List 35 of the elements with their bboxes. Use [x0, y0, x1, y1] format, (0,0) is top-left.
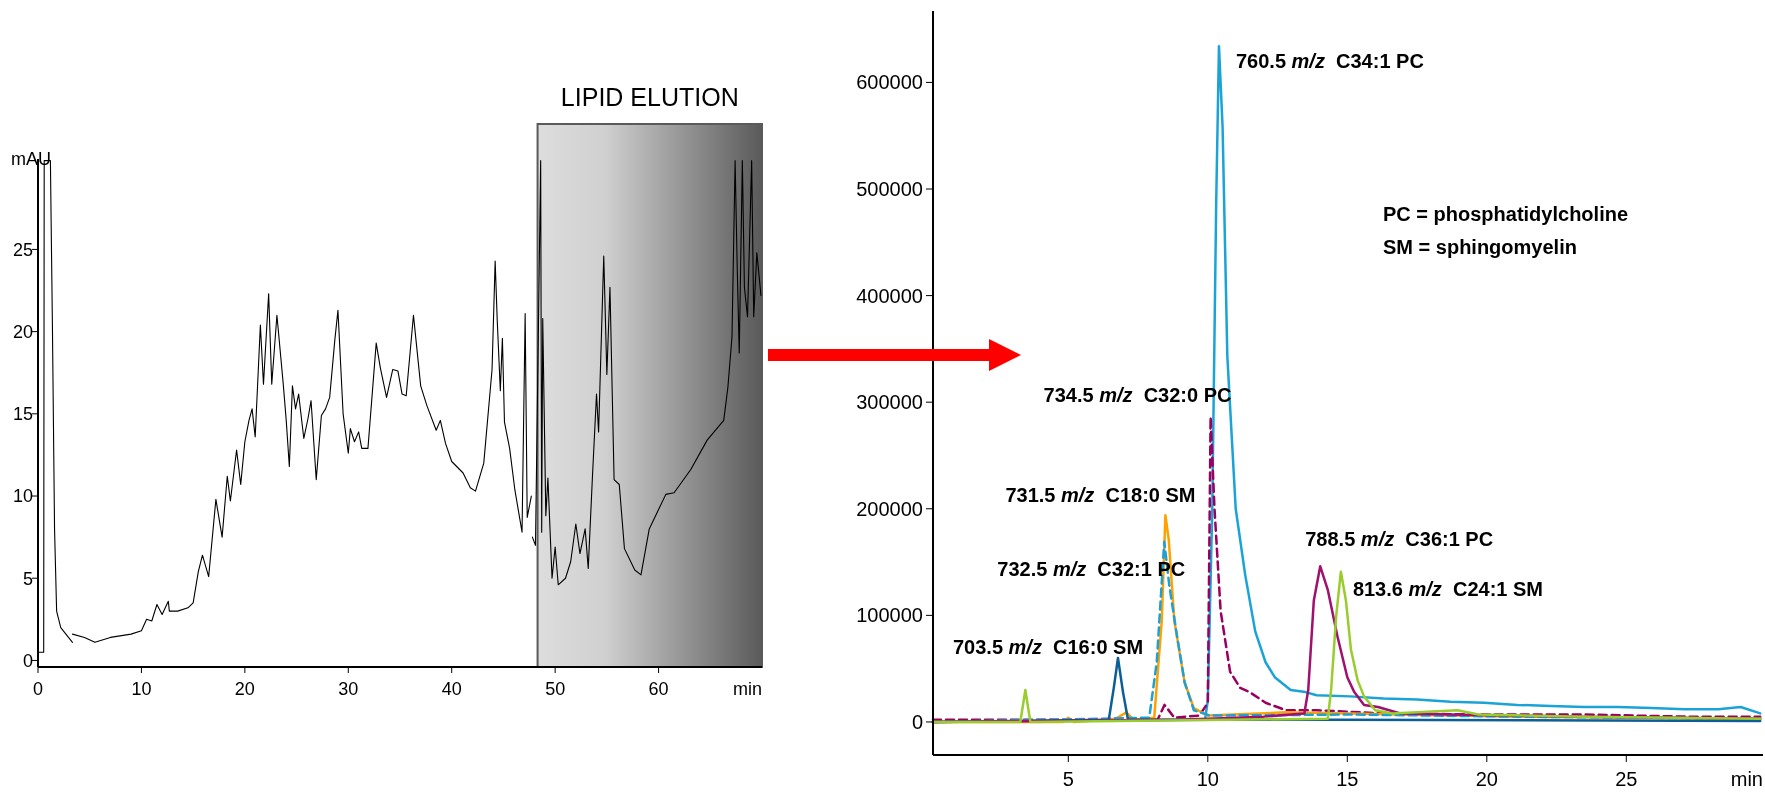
- annotation: 731.5 m/z C18:0 SM: [1005, 484, 1196, 507]
- y-tick-label: 20: [12, 321, 33, 342]
- y-tick-label: 25: [12, 239, 33, 260]
- x-tick-label: 15: [1336, 768, 1359, 790]
- x-tick-label: 30: [338, 679, 359, 699]
- y-tick-label: 600000: [856, 71, 923, 94]
- annotation: 703.5 m/z C16:0 SM: [952, 636, 1144, 658]
- y-axis-title: mAU: [11, 149, 51, 169]
- x-axis-title: min: [732, 679, 762, 699]
- annotation: 813.6 m/z C24:1 SM: [1352, 577, 1544, 600]
- y-tick-label: 100000: [856, 604, 923, 627]
- x-tick-label: 60: [648, 679, 669, 699]
- x-tick-label: 20: [1475, 768, 1498, 790]
- y-tick-label: 500000: [856, 178, 923, 201]
- annotation: SM = sphingomyelin: [1383, 236, 1577, 258]
- y-tick-label: 5: [22, 568, 33, 589]
- y-tick-label: 0: [22, 650, 33, 671]
- annotation: 760.5 m/z C34:1 PC: [1235, 50, 1424, 73]
- y-tick-label: 15: [12, 404, 33, 425]
- annotation: 788.5 m/z C36:1 PC: [1305, 528, 1494, 551]
- y-tick-label: 10: [12, 486, 33, 507]
- band-label: LIPID ELUTION: [560, 83, 739, 111]
- x-tick-label: 50: [545, 679, 566, 699]
- y-tick-label: 0: [911, 710, 923, 733]
- annotation: PC = phosphatidylcholine: [1383, 203, 1629, 225]
- x-tick-label: 5: [1062, 768, 1074, 790]
- y-tick-label: 400000: [856, 284, 923, 307]
- y-tick-label: 300000: [856, 391, 923, 414]
- x-tick-label: 20: [234, 679, 255, 699]
- x-tick-label: 10: [131, 679, 152, 699]
- x-tick-label: 40: [441, 679, 462, 699]
- y-tick-label: 200000: [856, 497, 923, 520]
- x-tick-label: 25: [1615, 768, 1638, 790]
- x-axis-title: min: [1730, 768, 1763, 790]
- x-tick-label: 10: [1196, 768, 1219, 790]
